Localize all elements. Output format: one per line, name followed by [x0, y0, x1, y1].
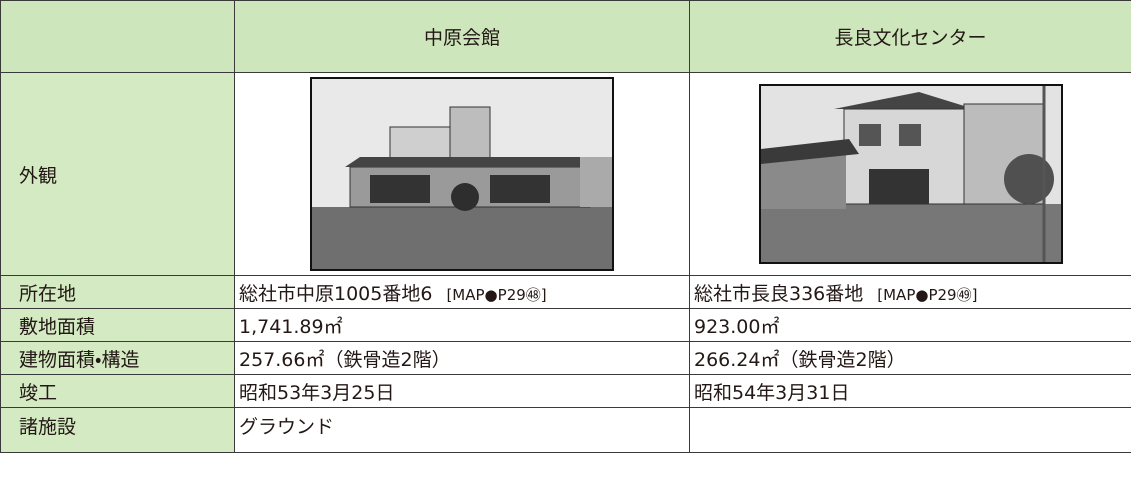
cell: 昭和54年3月31日: [689, 374, 1131, 408]
comparison-table: 中原会館 長良文化センター 外観: [0, 0, 1131, 453]
map-reference: [MAP●P29㊽]: [446, 285, 547, 304]
photo-cell: [234, 72, 690, 276]
photo: [310, 77, 614, 271]
row-label: 敷地面積: [0, 308, 235, 342]
cell: 昭和53年3月25日: [234, 374, 690, 408]
cell: 257.66㎡（鉄骨造2階）: [234, 341, 690, 375]
cell: 総社市長良336番地 [MAP●P29㊾]: [689, 275, 1131, 309]
row-label: 建物面積・構造: [0, 341, 235, 375]
column-header: 長良文化センター: [689, 0, 1131, 73]
photo-row: 外観: [0, 72, 1131, 276]
data-row: 諸施設 グラウンド: [0, 407, 1131, 453]
corner-cell: [0, 0, 235, 73]
row-label: 諸施設: [0, 407, 235, 453]
cell: グラウンド: [234, 407, 690, 453]
data-row: 竣工 昭和53年3月25日 昭和54年3月31日: [0, 374, 1131, 408]
cell: 総社市中原1005番地6 [MAP●P29㊽]: [234, 275, 690, 309]
row-label: 竣工: [0, 374, 235, 408]
address: 総社市長良336番地: [694, 282, 864, 305]
photo-cell: [689, 72, 1131, 276]
cell: [689, 407, 1131, 453]
cell: 1,741.89㎡: [234, 308, 690, 342]
row-label: 外観: [0, 72, 235, 276]
column-header: 中原会館: [234, 0, 690, 73]
address: 総社市中原1005番地6: [239, 282, 433, 305]
cell: 923.00㎡: [689, 308, 1131, 342]
data-row: 所在地 総社市中原1005番地6 [MAP●P29㊽] 総社市長良336番地 [MA…: [0, 275, 1131, 309]
cell: 266.24㎡（鉄骨造2階）: [689, 341, 1131, 375]
photo: [758, 84, 1063, 264]
data-row: 建物面積・構造 257.66㎡（鉄骨造2階） 266.24㎡（鉄骨造2階）: [0, 341, 1131, 375]
row-label: 所在地: [0, 275, 235, 309]
header-row: 中原会館 長良文化センター: [0, 0, 1131, 73]
map-reference: [MAP●P29㊾]: [877, 285, 978, 304]
data-row: 敷地面積 1,741.89㎡ 923.00㎡: [0, 308, 1131, 342]
